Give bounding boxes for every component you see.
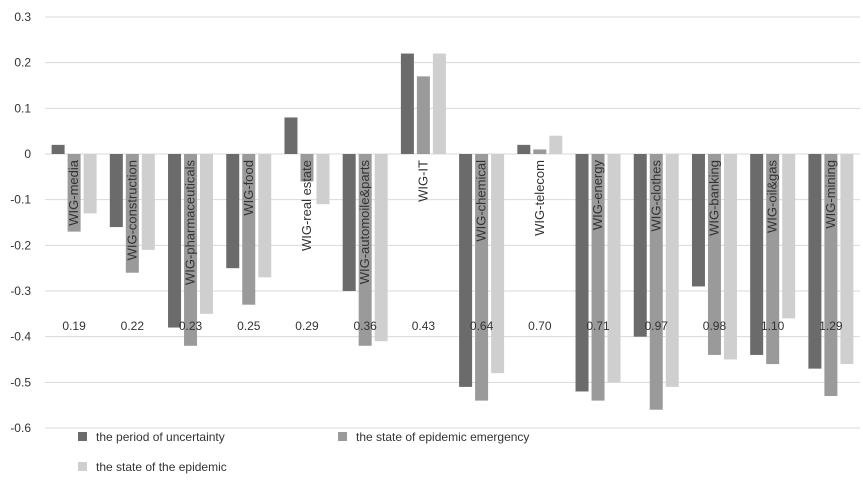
bar-1 [226, 154, 240, 269]
bar-3 [141, 154, 155, 250]
category-label: WIG-clothes [648, 160, 663, 232]
category-value: 0.25 [237, 319, 261, 333]
category-label: WIG-real estate [299, 160, 314, 251]
bar-2 [475, 154, 489, 401]
y-axis: 0.3 0.2 0.1 0 -0.1 -0.2 -0.3 -0.4 -0.5 -0.6 [10, 10, 31, 435]
bar-3 [432, 53, 446, 154]
bar-3 [491, 154, 505, 374]
y-tick-label: -0.6 [10, 421, 31, 435]
bar-1 [575, 154, 589, 392]
y-tick-label: 0.2 [14, 56, 31, 70]
category-value: 0.71 [586, 319, 610, 333]
bar-2 [358, 154, 372, 346]
category-label: WIG-pharmaceuticals [183, 160, 198, 285]
bar-1 [109, 154, 123, 228]
bar-3 [200, 154, 214, 314]
category-value: 0.19 [62, 319, 86, 333]
bar-2 [242, 154, 256, 305]
bar-1 [342, 154, 356, 291]
y-tick-label: 0 [24, 147, 31, 161]
y-tick-label: 0.3 [14, 10, 31, 24]
bar-3 [316, 154, 330, 205]
y-tick-label: -0.4 [10, 330, 31, 344]
y-tick-label: -0.1 [10, 193, 31, 207]
bar-1 [750, 154, 764, 355]
bar-3 [607, 154, 621, 383]
category-label: WIG-automoile&parts [357, 160, 372, 285]
category-label: WIG-banking [706, 160, 721, 236]
category-value: 0.22 [121, 319, 145, 333]
category-value: 0.43 [412, 319, 436, 333]
legend-label: the period of uncertainty [96, 430, 225, 444]
bar-2 [824, 154, 838, 397]
bar-3 [83, 154, 97, 214]
bar-3 [665, 154, 679, 387]
bar-2 [591, 154, 605, 401]
y-tick-label: -0.5 [10, 375, 31, 389]
bar-2 [300, 154, 314, 182]
bar-1 [517, 144, 531, 154]
bar-2 [416, 76, 430, 154]
legend-swatch [338, 432, 347, 441]
gridlines [45, 16, 860, 429]
category-label: WIG-telecom [532, 160, 547, 236]
category-label: WIG-IT [415, 160, 430, 202]
category-labels: WIG-media 0.19 WIG-construction 0.22 WIG-pha… [62, 159, 842, 333]
y-tick-label: -0.3 [10, 284, 31, 298]
bar-2 [67, 154, 81, 232]
category-label: WIG-media [66, 159, 81, 226]
bar-3 [840, 154, 854, 365]
category-label: WIG-food [241, 160, 256, 216]
legend-label: the state of the epidemic [96, 460, 227, 474]
bar-2 [184, 154, 198, 346]
bar-2 [707, 154, 721, 355]
bar-1 [459, 154, 473, 387]
category-label: WIG-energy [590, 160, 605, 231]
bar-3 [723, 154, 737, 360]
category-value: 1.29 [819, 319, 843, 333]
bar-2 [125, 154, 139, 273]
y-tick-label: -0.2 [10, 238, 31, 252]
bar-1 [284, 117, 298, 154]
legend-swatch [78, 432, 87, 441]
legend: the period of uncertainty the state of ep… [78, 430, 529, 474]
category-label: WIG-mining [823, 160, 838, 229]
bar-3 [258, 154, 272, 278]
bar-1 [808, 154, 822, 369]
bar-1 [51, 144, 65, 154]
legend-swatch [78, 462, 87, 471]
bar-3 [374, 154, 388, 342]
y-tick-label: 0.1 [14, 101, 31, 115]
legend-label: the state of epidemic emergency [356, 430, 529, 444]
category-value: 0.64 [470, 319, 494, 333]
bar-2 [649, 154, 663, 410]
bar-3 [782, 154, 796, 319]
bar-1 [633, 154, 647, 337]
category-label: WIG-oil&gas [765, 160, 780, 233]
bar-3 [549, 135, 563, 154]
category-value: 0.70 [528, 319, 552, 333]
category-value: 0.98 [703, 319, 727, 333]
bars [51, 53, 854, 410]
bar-2 [533, 149, 547, 154]
bar-2 [766, 154, 780, 365]
category-value: 1.10 [761, 319, 785, 333]
category-value: 0.23 [179, 319, 203, 333]
category-label: WIG-construction [124, 160, 139, 260]
category-label: WIG-chemical [474, 160, 489, 242]
category-value: 0.97 [645, 319, 669, 333]
category-value: 0.29 [295, 319, 319, 333]
bar-1 [691, 154, 705, 287]
bar-1 [400, 53, 414, 154]
bar-1 [168, 154, 182, 328]
category-value: 0.36 [353, 319, 377, 333]
